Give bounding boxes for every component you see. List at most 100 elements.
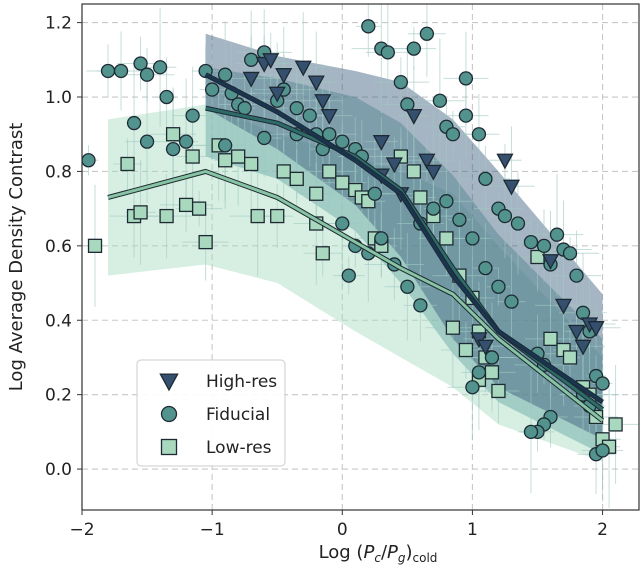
fiducial-point bbox=[335, 134, 350, 149]
low-res-point bbox=[185, 149, 200, 164]
high-res-trend-line bbox=[204, 73, 604, 404]
x-label-cold-sub: cold bbox=[413, 551, 438, 565]
low-res-point bbox=[198, 234, 213, 250]
high-res-point bbox=[268, 86, 286, 103]
fiducial-point bbox=[536, 238, 552, 253]
x-label-pc-sub: c bbox=[374, 551, 381, 565]
high-res-point bbox=[242, 71, 260, 88]
y-tick-label: 0.4 bbox=[45, 311, 72, 331]
fiducial-point bbox=[400, 279, 415, 294]
low-res-point bbox=[322, 164, 337, 179]
trend-lines bbox=[107, 72, 605, 423]
fiducial-point bbox=[595, 376, 610, 391]
low-res-point bbox=[491, 383, 506, 399]
fiducial-point bbox=[82, 153, 96, 168]
fiducial-point bbox=[204, 82, 220, 97]
legend-label-high-res: High-res bbox=[206, 372, 277, 392]
low-res-point bbox=[87, 238, 103, 253]
fiducial-point bbox=[185, 108, 200, 123]
low-res-point bbox=[159, 208, 174, 224]
high-res-point bbox=[405, 108, 423, 125]
y-tick-label: 1.2 bbox=[45, 14, 72, 34]
low-res-point bbox=[218, 153, 233, 168]
high-res-point bbox=[385, 157, 403, 174]
legend-marker-high-res bbox=[159, 373, 179, 392]
fiducial-point bbox=[113, 63, 129, 79]
fiducial-point bbox=[426, 201, 441, 216]
y-tick-label: 0.8 bbox=[45, 162, 72, 182]
fiducial-point bbox=[178, 134, 194, 149]
low-res-point bbox=[413, 190, 428, 205]
legend-marker-fiducial bbox=[160, 405, 178, 423]
fiducial-point bbox=[413, 298, 428, 313]
x-label-pg-sub: g bbox=[398, 551, 406, 565]
fiducial-point bbox=[406, 41, 422, 56]
x-axis-label: Log (Pc/Pg)cold bbox=[319, 542, 438, 565]
fiducial-point bbox=[510, 216, 526, 231]
fiducial-point bbox=[159, 89, 174, 105]
x-tick-label: 2 bbox=[597, 520, 608, 540]
fiducial-point bbox=[458, 71, 474, 86]
legend-label-fiducial: Fiducial bbox=[206, 405, 270, 425]
plot-frame bbox=[81, 3, 640, 511]
high-res-point bbox=[424, 164, 442, 181]
y-axis-label: Log Average Density Contrast bbox=[6, 123, 27, 392]
high-res-point bbox=[294, 60, 312, 77]
fiducial-point bbox=[478, 261, 493, 276]
low-res-point bbox=[309, 186, 324, 201]
fiducial-point bbox=[335, 216, 350, 231]
y-tick-label: 0.2 bbox=[45, 386, 72, 406]
fiducial-point bbox=[523, 234, 539, 250]
fiducial-point bbox=[322, 127, 337, 142]
x-label-slash: / bbox=[381, 542, 388, 563]
low-res-point bbox=[250, 208, 265, 224]
fiducial-point bbox=[100, 63, 116, 79]
fiducial-point bbox=[361, 19, 376, 34]
high-res-point bbox=[541, 254, 560, 270]
high-res-point bbox=[476, 339, 494, 356]
high-res-point bbox=[502, 179, 521, 196]
x-label-pc: P bbox=[363, 542, 374, 563]
y-tick-label: 0.0 bbox=[45, 460, 72, 480]
high-res-point bbox=[574, 339, 592, 356]
high-res-point bbox=[307, 75, 325, 92]
fiducial-point bbox=[471, 127, 487, 142]
high-res-point bbox=[554, 298, 573, 315]
low-res-point bbox=[276, 164, 291, 179]
fiducial-point bbox=[504, 294, 519, 309]
fiducial-point bbox=[289, 101, 304, 116]
x-label-close: ) bbox=[406, 542, 413, 563]
fiducial-point bbox=[302, 108, 317, 123]
fiducial-point bbox=[218, 138, 233, 153]
low-res-point bbox=[191, 201, 207, 216]
x-tick-label: 0 bbox=[337, 520, 348, 540]
low-res-point bbox=[406, 164, 422, 179]
low-res-point bbox=[244, 156, 259, 172]
low-res-point bbox=[178, 197, 194, 213]
high-res-point bbox=[314, 94, 332, 110]
fiducial-point bbox=[393, 74, 408, 90]
fiducial-point bbox=[549, 227, 565, 242]
low-res-point bbox=[439, 231, 454, 246]
axis-ticks: −2 −1 0 1 2 0.0 0.2 0.4 0.6 0.8 1.0 1.2 bbox=[45, 14, 608, 540]
low-res-point bbox=[543, 331, 558, 347]
fiducial-point bbox=[257, 130, 272, 146]
high-res-point bbox=[418, 153, 436, 170]
fiducial-point bbox=[244, 52, 259, 67]
legend-marker-low-res bbox=[160, 438, 178, 456]
fiducial-point bbox=[439, 194, 454, 209]
fiducial-point bbox=[133, 56, 148, 71]
fiducial-point bbox=[452, 212, 467, 227]
fiducial-point bbox=[465, 231, 480, 246]
x-tick-label: 1 bbox=[467, 520, 478, 540]
low-res-point bbox=[458, 342, 474, 358]
fiducial-point bbox=[139, 134, 155, 149]
fiducial-point bbox=[491, 279, 506, 294]
x-label-pg: P bbox=[387, 542, 398, 563]
high-res-point bbox=[587, 321, 605, 337]
fiducial-point bbox=[523, 424, 539, 440]
low-res-point bbox=[133, 205, 148, 220]
high-res-point bbox=[567, 324, 586, 341]
y-tick-label: 1.0 bbox=[45, 88, 72, 108]
